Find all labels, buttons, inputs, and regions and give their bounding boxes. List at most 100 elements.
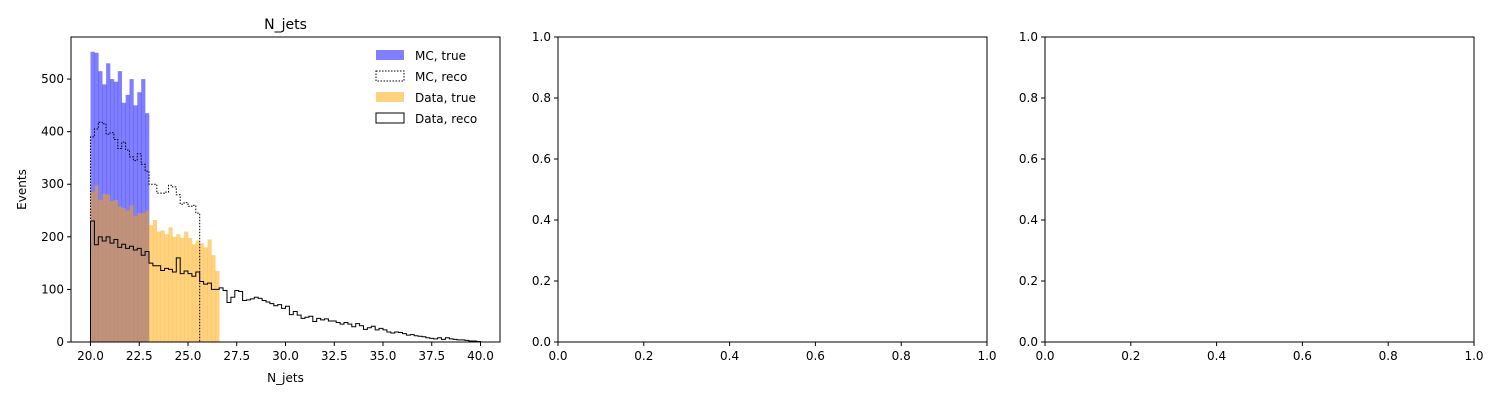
y-axis: 0.0 0.2 0.4 0.6 0.8 1.0: [1019, 30, 1045, 349]
histogram-bars: [90, 51, 220, 343]
histogram-bar: [203, 247, 208, 342]
y-tick-label: 0: [56, 335, 64, 349]
histogram-bar: [156, 231, 161, 342]
histogram-bar: [94, 185, 99, 342]
legend-label: MC, true: [415, 49, 466, 63]
histogram-bar: [207, 239, 212, 342]
x-tick-label: 30.0: [272, 349, 299, 363]
x-axis: 0.0 0.2 0.4 0.6 0.8 1.0: [1035, 342, 1484, 363]
histogram-bar: [90, 192, 95, 342]
x-tick-label: 1.0: [1464, 349, 1483, 363]
legend-swatch: [375, 112, 405, 124]
plot-frame: [70, 36, 501, 343]
x-tick-label: 0.2: [1121, 349, 1140, 363]
y-tick-label: 0.8: [532, 91, 551, 105]
x-tick-label: 0.6: [806, 349, 825, 363]
histogram-bar: [172, 236, 177, 342]
histogram-panel: 20.0 22.5 25.0 27.5 30.0 32.5 35.0 37.5 40.0 0 10…: [15, 17, 501, 385]
histogram-bar: [168, 227, 173, 342]
histogram-bar: [188, 237, 193, 342]
legend-label: MC, reco: [415, 70, 467, 84]
histogram-bar: [145, 210, 150, 342]
histogram-bar: [211, 255, 216, 342]
histogram-bar: [215, 271, 220, 342]
x-tick-label: 27.5: [223, 349, 250, 363]
x-tick-label: 0.8: [1379, 349, 1398, 363]
y-tick-label: 1.0: [532, 30, 551, 44]
x-tick-label: 0.4: [1207, 349, 1226, 363]
x-tick-label: 25.0: [175, 349, 202, 363]
x-tick-label: 35.0: [370, 349, 397, 363]
x-tick-label: 22.5: [126, 349, 153, 363]
histogram-bar: [102, 193, 107, 342]
empty-panel-right: 0.0 0.2 0.4 0.6 0.8 1.0 0.0 0.2 0.4 0.6 0.8 1.0: [1019, 30, 1484, 363]
y-axis-label: Events: [15, 169, 29, 210]
x-axis-label: N_jets: [267, 371, 304, 385]
histogram-bar: [164, 234, 169, 342]
histogram-bar: [125, 210, 130, 342]
histogram-bar: [110, 201, 115, 342]
histogram-bar: [141, 213, 146, 342]
y-tick-label: 100: [41, 282, 64, 296]
x-tick-label: 32.5: [321, 349, 348, 363]
histogram-bar: [133, 215, 138, 342]
histogram-bar: [113, 200, 119, 342]
histogram-bar: [199, 243, 204, 342]
x-tick-label: 0.2: [634, 349, 653, 363]
histogram-bar: [152, 220, 158, 342]
y-tick-label: 0.2: [532, 274, 551, 288]
legend-label: Data, true: [415, 91, 476, 105]
histogram-bar: [129, 205, 134, 342]
histogram-bar: [117, 206, 122, 342]
y-tick-label: 0.4: [532, 213, 551, 227]
y-tick-label: 0.4: [1019, 213, 1038, 227]
histogram-bar: [121, 207, 126, 342]
y-tick-label: 0.6: [1019, 152, 1038, 166]
plot-frame: [557, 36, 988, 343]
legend-swatch: [376, 50, 404, 60]
y-tick-label: 1.0: [1019, 30, 1038, 44]
x-tick-label: 40.0: [467, 349, 494, 363]
x-tick-label: 0.0: [548, 349, 567, 363]
empty-panel-middle: 0.0 0.2 0.4 0.6 0.8 1.0 0.0 0.2 0.4 0.6 0.8 1.0: [532, 30, 997, 363]
y-tick-label: 0.0: [532, 335, 551, 349]
x-tick-label: 0.0: [1035, 349, 1054, 363]
histogram-steps: [90, 121, 481, 342]
y-tick-label: 0.8: [1019, 91, 1038, 105]
x-tick-label: 20.0: [77, 349, 104, 363]
y-tick-label: 400: [41, 125, 64, 139]
histogram-bar: [98, 200, 103, 342]
y-tick-label: 500: [41, 72, 64, 86]
x-axis: 0.0 0.2 0.4 0.6 0.8 1.0: [548, 342, 997, 363]
legend-swatch: [375, 70, 405, 82]
histogram-bar: [141, 79, 146, 342]
legend: MC, true MC, reco Data, true Data, reco: [375, 49, 477, 126]
x-axis: 20.0 22.5 25.0 27.5 30.0 32.5 35.0 37.5 40.0: [77, 342, 494, 363]
x-tick-label: 0.8: [892, 349, 911, 363]
histogram-bar: [149, 225, 154, 342]
y-tick-label: 0.6: [532, 152, 551, 166]
histogram-bar: [195, 240, 200, 342]
x-tick-label: 37.5: [418, 349, 445, 363]
x-tick-label: 0.6: [1293, 349, 1312, 363]
histogram-bar: [137, 213, 142, 342]
histogram-bar: [180, 237, 185, 342]
x-tick-label: 1.0: [977, 349, 996, 363]
y-tick-label: 300: [41, 177, 64, 191]
chart-title: N_jets: [264, 17, 307, 33]
legend-swatch: [376, 92, 404, 102]
y-tick-label: 0.2: [1019, 274, 1038, 288]
y-tick-label: 200: [41, 230, 64, 244]
histogram-bar: [176, 234, 181, 342]
histogram-bar: [106, 194, 111, 342]
legend-label: Data, reco: [415, 112, 477, 126]
histogram-bar: [184, 231, 189, 342]
y-tick-label: 0.0: [1019, 335, 1038, 349]
plot-frame: [1044, 36, 1475, 343]
x-tick-label: 0.4: [720, 349, 739, 363]
y-axis: 0 100 200 300 400 500: [41, 72, 71, 349]
y-axis: 0.0 0.2 0.4 0.6 0.8 1.0: [532, 30, 558, 349]
histogram-bar: [191, 244, 197, 342]
histogram-bar: [160, 230, 165, 342]
